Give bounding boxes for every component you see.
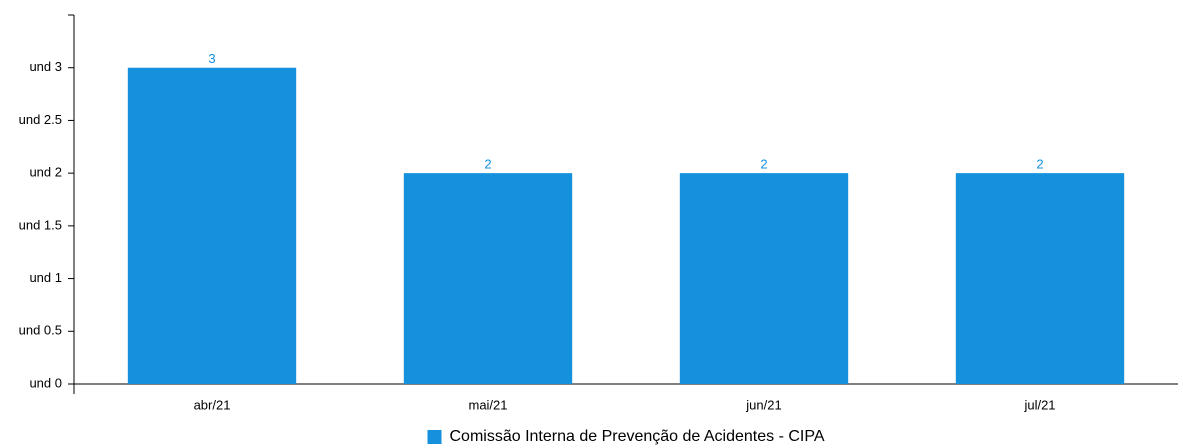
x-tick-label: jun/21: [745, 397, 781, 412]
bar: [127, 67, 297, 384]
x-tick-label: mai/21: [468, 397, 507, 412]
data-label: 2: [760, 157, 767, 172]
y-tick-label: und 3: [29, 59, 62, 74]
data-label: 2: [1036, 157, 1043, 172]
y-tick-label: und 0: [29, 375, 62, 390]
legend-swatch: [427, 430, 442, 444]
y-tick-label: und 2.5: [19, 112, 62, 127]
y-tick-label: und 1.5: [19, 217, 62, 232]
x-tick-label: abr/21: [194, 397, 231, 412]
y-tick-label: und 2: [29, 165, 62, 180]
bar: [955, 173, 1125, 384]
y-tick-label: und 1: [29, 270, 62, 285]
legend-label: Comissão Interna de Prevenção de Acident…: [449, 428, 824, 445]
x-tick-label: jul/21: [1023, 397, 1055, 412]
bar: [403, 173, 573, 384]
y-tick-label: und 0.5: [19, 323, 62, 338]
data-label: 2: [484, 157, 491, 172]
bar: [679, 173, 849, 384]
data-label: 3: [208, 51, 215, 66]
